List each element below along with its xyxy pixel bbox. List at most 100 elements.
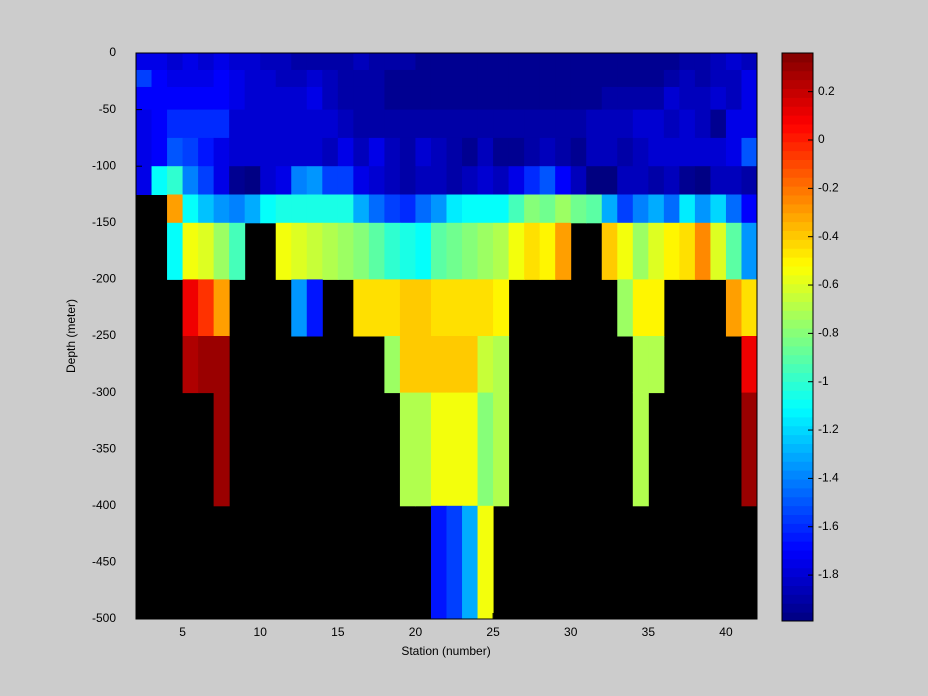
heatmap-cell (570, 69, 587, 88)
heatmap-cell (725, 69, 742, 88)
heatmap-cell (182, 166, 199, 195)
heatmap-cell (415, 194, 432, 224)
heatmap-cell (384, 279, 401, 337)
heatmap-cell (725, 166, 742, 195)
heatmap-cell (493, 166, 510, 195)
heatmap-cell (275, 137, 292, 167)
heatmap-cell (741, 137, 758, 167)
y-tick-label: -100 (92, 158, 116, 172)
x-tick-label: 15 (331, 625, 345, 639)
colorbar-segment (782, 532, 813, 542)
heatmap-cell (694, 109, 711, 139)
heatmap-cell (725, 279, 742, 337)
colorbar-segment (782, 195, 813, 205)
heatmap-cell (539, 86, 556, 111)
heatmap-cell (368, 166, 385, 195)
heatmap-cell (337, 69, 354, 88)
heatmap-cell (555, 109, 572, 139)
heatmap-cell (306, 109, 323, 139)
heatmap-cell (430, 166, 447, 195)
heatmap-cell (632, 137, 649, 167)
heatmap-cell (508, 109, 525, 139)
heatmap-cell (632, 53, 649, 71)
heatmap-cell (415, 109, 432, 139)
heatmap-cell (167, 109, 184, 139)
heatmap-cell (291, 166, 308, 195)
heatmap-cell (415, 392, 432, 507)
heatmap-cell (353, 109, 370, 139)
heatmap-cell (229, 166, 246, 195)
heatmap-cell (555, 194, 572, 224)
heatmap-cell (229, 86, 246, 111)
heatmap-cell (353, 222, 370, 280)
heatmap-cell (446, 279, 463, 337)
heatmap-cell (415, 222, 432, 280)
heatmap-cell (477, 336, 494, 394)
heatmap-cell (725, 53, 742, 71)
heatmap-cell (725, 86, 742, 111)
heatmap-cell (322, 86, 339, 111)
y-axis-label: Depth (meter) (64, 299, 78, 373)
colorbar-segment (782, 514, 813, 524)
heatmap-cell (384, 194, 401, 224)
heatmap-cell (648, 166, 665, 195)
heatmap-cell (648, 53, 665, 71)
heatmap-cell (555, 86, 572, 111)
heatmap-cell (244, 194, 261, 224)
x-tick-label: 35 (642, 625, 656, 639)
heatmap-cell (430, 86, 447, 111)
heatmap-cell (710, 53, 727, 71)
heatmap-cell (399, 194, 416, 224)
heatmap-cell (229, 137, 246, 167)
colorbar-segment (782, 594, 813, 604)
colorbar-tick-label: 0 (818, 132, 825, 146)
heatmap-cell (555, 53, 572, 71)
heatmap-cell (353, 166, 370, 195)
heatmap-cell (694, 222, 711, 280)
heatmap-cell (182, 336, 199, 394)
heatmap-cell (446, 137, 463, 167)
colorbar-segment (782, 97, 813, 107)
heatmap-cell (632, 279, 649, 337)
heatmap-cell (462, 279, 479, 337)
heatmap-cell (430, 336, 447, 394)
colorbar-segment (782, 88, 813, 98)
heatmap-cell (632, 222, 649, 280)
heatmap-cell (617, 69, 634, 88)
colorbar-segment (782, 115, 813, 125)
colorbar-segment (782, 212, 813, 223)
colorbar-segment (782, 239, 813, 249)
heatmap-cell (446, 336, 463, 394)
heatmap-cell (167, 69, 184, 88)
heatmap-cell (260, 53, 277, 71)
colorbar-segment (782, 487, 813, 498)
heatmap-cell (648, 86, 665, 111)
heatmap-cell (632, 194, 649, 224)
heatmap-cell (632, 109, 649, 139)
heatmap-cell (415, 279, 432, 337)
heatmap-cell (508, 166, 525, 195)
colorbar-segment (782, 168, 813, 178)
heatmap-cell (136, 69, 153, 88)
colorbar-segment (782, 274, 813, 285)
heatmap-cell (322, 222, 339, 280)
heatmap-cell (601, 194, 618, 224)
heatmap-cell (399, 279, 416, 337)
colorbar-segment (782, 337, 813, 347)
heatmap-cell (430, 505, 447, 620)
heatmap-cell (648, 137, 665, 167)
colorbar-tick-label: -1.8 (818, 567, 839, 581)
heatmap-cell (136, 109, 153, 139)
colorbar-tick-label: -1.4 (818, 471, 839, 485)
heatmap-cell (741, 336, 758, 394)
heatmap-cell (617, 53, 634, 71)
heatmap-cell (384, 166, 401, 195)
heatmap-cell (663, 53, 680, 71)
heatmap-cell (275, 166, 292, 195)
x-tick-label: 20 (409, 625, 423, 639)
heatmap-cell (477, 279, 494, 337)
heatmap-cell (586, 137, 603, 167)
heatmap-cell (741, 109, 758, 139)
heatmap-cell (198, 166, 215, 195)
heatmap-cell (275, 69, 292, 88)
